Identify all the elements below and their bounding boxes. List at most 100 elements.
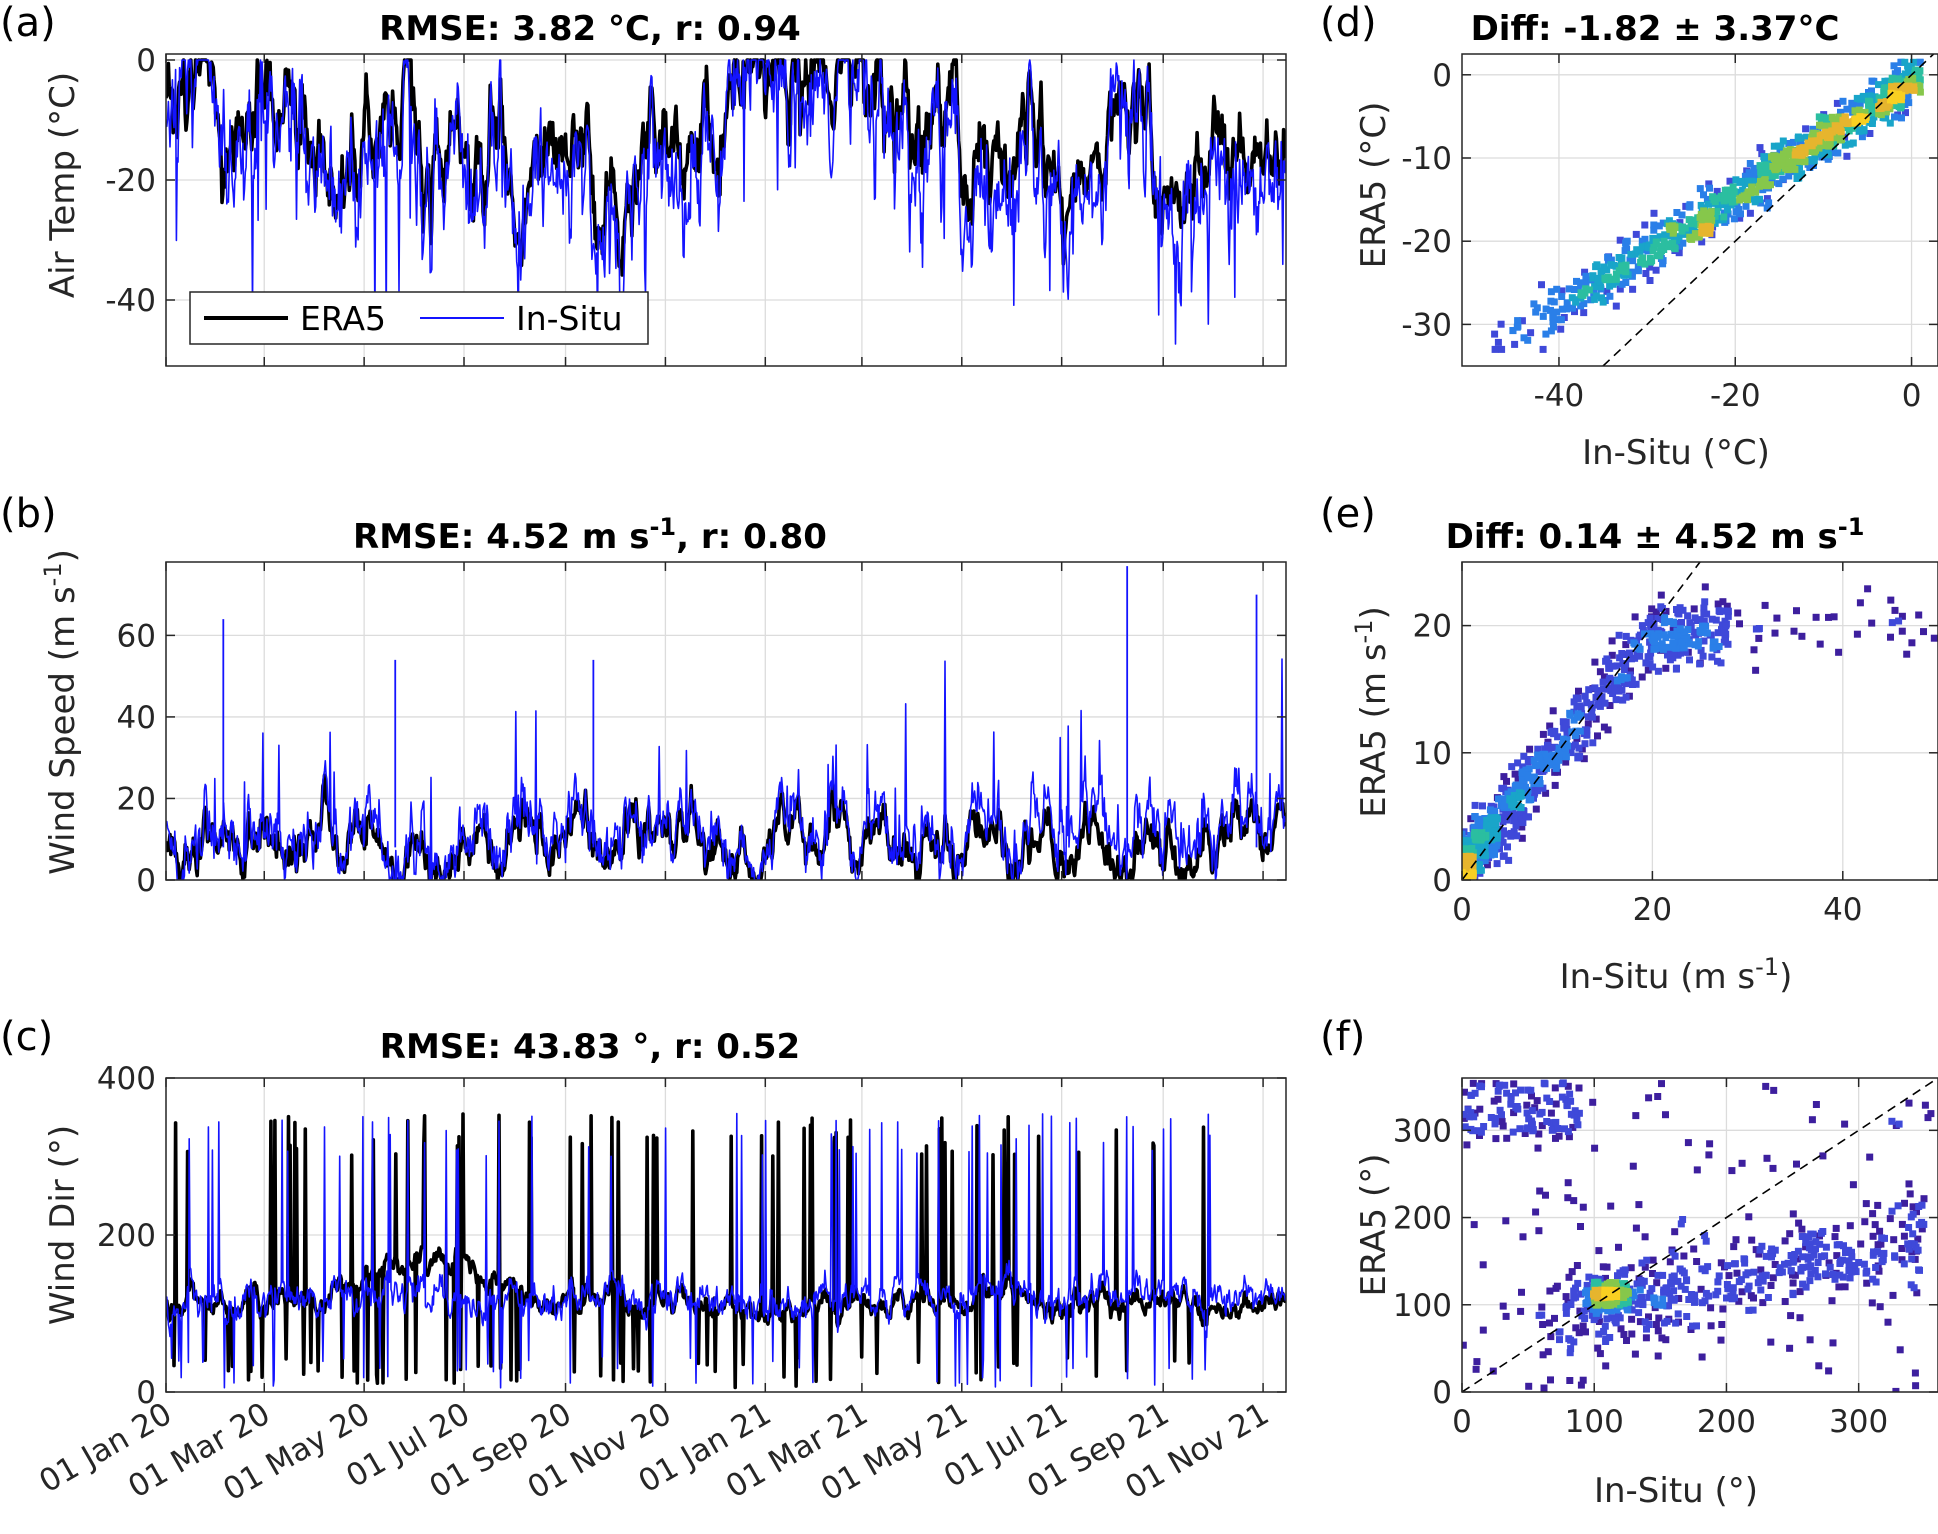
scatter-point <box>1547 1376 1554 1384</box>
scatter-point <box>1697 646 1705 654</box>
scatter-point <box>1567 1336 1575 1344</box>
scatter-point <box>1699 223 1706 231</box>
scatter-point <box>1621 1266 1629 1274</box>
scatter-point <box>1638 622 1646 630</box>
scatter-point <box>1541 745 1549 753</box>
scatter-point <box>1730 1243 1738 1251</box>
scatter-point <box>1910 1284 1918 1292</box>
scatter-point <box>1623 1337 1630 1344</box>
scatter-point <box>1581 726 1589 734</box>
scatter-point <box>1714 600 1722 608</box>
scatter-point <box>1624 1289 1632 1297</box>
scatter-point <box>1567 1345 1575 1353</box>
scatter-point <box>1888 74 1896 82</box>
scatter-point <box>1775 180 1783 188</box>
scatter-point <box>1676 242 1683 250</box>
scatter-point <box>1487 802 1495 810</box>
scatter-point <box>1628 257 1635 265</box>
scatter-point <box>1638 257 1646 264</box>
scatter-point <box>1547 1109 1555 1117</box>
scatter-point <box>1552 1118 1560 1126</box>
scatter-point <box>1544 758 1552 766</box>
scatter-point <box>1841 1120 1849 1128</box>
scatter-point <box>1641 1318 1649 1326</box>
scatter-point <box>1582 1328 1589 1336</box>
scatter-point <box>1675 610 1683 618</box>
scatter-point <box>1901 1199 1908 1207</box>
scatter-point <box>1645 1094 1653 1102</box>
scatter-point <box>1566 1349 1574 1357</box>
scatter-point <box>1777 168 1785 176</box>
series-insitu-line <box>166 658 1286 880</box>
axes-frame <box>1461 561 1938 881</box>
scatter-point <box>1634 263 1642 271</box>
scatter-point <box>1897 84 1905 92</box>
scatter-point <box>1622 239 1630 247</box>
scatter-point <box>1530 773 1538 781</box>
scatter-point <box>1499 1122 1507 1130</box>
scatter-point <box>1498 784 1506 792</box>
scatter-point <box>1757 1266 1765 1274</box>
scatter-point <box>1687 1291 1695 1298</box>
scatter-point <box>1631 654 1639 662</box>
scatter-point <box>1700 609 1708 617</box>
scatter-point <box>1680 644 1688 652</box>
scatter-point <box>1530 757 1538 765</box>
scatter-point <box>1680 1269 1688 1277</box>
scatter-point <box>1819 1152 1827 1160</box>
scatter-point <box>1762 1082 1770 1090</box>
scatter-point <box>1514 317 1522 325</box>
scatter-point <box>1779 137 1787 145</box>
scatter-point <box>1810 162 1817 169</box>
scatter-point <box>1687 220 1695 228</box>
scatter-point <box>1469 853 1477 861</box>
scatter-point <box>1735 1278 1743 1286</box>
scatter-point <box>1839 97 1847 105</box>
scatter-point <box>1502 1217 1510 1225</box>
scatter-point <box>1632 680 1640 688</box>
scatter-point <box>1635 1309 1643 1317</box>
scatter-point <box>1787 1312 1795 1320</box>
title-e-main: Diff: 0.14 ± 4.52 m s <box>1446 517 1838 557</box>
scatter-point <box>1703 629 1711 637</box>
scatter-point <box>1665 222 1673 230</box>
scatter-point <box>1902 109 1909 117</box>
scatter-point <box>1856 599 1864 607</box>
scatter-point <box>1667 1280 1675 1288</box>
scatter-point <box>1795 1219 1803 1227</box>
scatter-point <box>1585 686 1593 694</box>
scatter-point <box>1480 1123 1488 1130</box>
scatter-point <box>1525 1382 1533 1390</box>
scatter-point <box>1901 101 1909 109</box>
scatter-point <box>1811 153 1819 161</box>
scatter-point <box>1572 1324 1580 1332</box>
scatter-point <box>1888 619 1896 627</box>
scatter-point <box>1725 196 1732 204</box>
scatter-point <box>1567 1097 1575 1105</box>
scatter-point <box>1567 749 1575 757</box>
scatter-point <box>1678 227 1686 235</box>
ylabel-e-tail: ) <box>1354 606 1394 619</box>
ylabel-b-main: Wind Speed (m s <box>43 586 83 875</box>
scatter-point <box>1500 852 1508 860</box>
scatter-point <box>1571 741 1579 749</box>
scatter-point <box>1525 796 1533 804</box>
scatter-point <box>1804 139 1812 147</box>
scatter-point <box>1737 177 1745 185</box>
scatter-point <box>1776 1264 1784 1272</box>
scatter-point <box>1641 1233 1649 1241</box>
scatter-point <box>1924 1114 1932 1122</box>
scatter-point <box>1916 58 1924 66</box>
scatter-point <box>1528 1092 1535 1100</box>
scatter-point <box>1580 1307 1588 1315</box>
scatter-point <box>1606 292 1614 300</box>
scatter-point <box>1857 1240 1865 1248</box>
scatter-point <box>1905 1245 1913 1253</box>
scatter-point <box>1608 651 1616 659</box>
scatter-point <box>1668 648 1676 656</box>
scatter-point <box>1603 1263 1611 1271</box>
scatter-point <box>1724 607 1732 615</box>
scatter-point <box>1600 263 1608 271</box>
scatter-point <box>1669 239 1677 247</box>
title-b-main: RMSE: 4.52 m s <box>353 517 649 557</box>
